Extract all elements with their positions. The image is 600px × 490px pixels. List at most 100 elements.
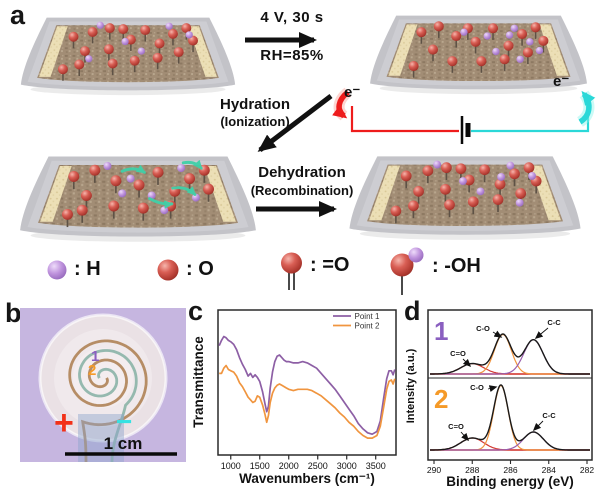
positive-wire [350, 106, 459, 133]
oxygen-sphere [167, 28, 178, 39]
condition-voltage-time: 4 V, 30 s [260, 9, 324, 26]
hydrogen-sphere [118, 189, 127, 198]
annotation-arrow [534, 327, 549, 339]
hydrogen-sphere [483, 32, 491, 40]
condition-humidity: RH=85% [260, 47, 324, 64]
oxygen-sphere [118, 24, 129, 35]
envelope-curve [430, 333, 590, 375]
x-tick-label: 3500 [366, 461, 386, 471]
ion-motion-arrow [171, 186, 197, 196]
x-tick-label: 282 [580, 465, 594, 475]
x-axis-title: Binding energy (eV) [446, 474, 574, 489]
legend-item-hydrogen: : H [44, 256, 101, 288]
legend-item-hydroxyl: : -OH [386, 246, 481, 298]
x-tick-label: 288 [465, 465, 479, 475]
oxygen-sphere [181, 23, 192, 34]
device-hydration-illustration [20, 156, 256, 242]
measurement-point-2: 2 [88, 362, 97, 379]
annotation-arrow [462, 358, 472, 368]
scale-bar-label: 1 cm [103, 434, 143, 453]
oxygen-sphere [440, 183, 451, 195]
x-tick-label: 284 [542, 465, 556, 475]
oxygen-sphere [427, 44, 439, 55]
peak-annotation-c=o: C=O [450, 349, 466, 358]
oxygen-sphere [522, 47, 533, 58]
oxygen-sphere [173, 47, 184, 58]
legend-label: : H [74, 258, 101, 280]
double-bond-oxygen-icon [281, 252, 302, 290]
subpanel-label: 2 [434, 384, 448, 414]
oxygen-sphere [422, 165, 434, 177]
oxygen-sphere-icon [157, 259, 179, 281]
oxygen-sphere [444, 199, 455, 211]
legend-label: : =O [310, 254, 350, 276]
oxygen-sphere [470, 36, 481, 47]
oxygen-sphere [79, 46, 90, 57]
y-axis-title: Transmittance [192, 336, 206, 428]
oxygen-sphere [441, 162, 452, 174]
annotation-arrow [492, 330, 503, 338]
x-axis-title: Wavenumbers (cm⁻¹) [239, 471, 375, 486]
negative-wire [471, 100, 590, 133]
oxygen-sphere [451, 30, 462, 42]
peak-annotation-c-c: C-C [542, 411, 556, 420]
oxygen-sphere [494, 178, 506, 190]
oxygen-sphere [107, 58, 118, 69]
left-electrode [39, 26, 68, 77]
left-electrode [388, 24, 418, 76]
measurement-point-1: 1 [91, 348, 100, 365]
subpanel-label: 1 [434, 316, 448, 346]
x-tick-label: 290 [427, 465, 441, 475]
electron-flow-arrow-left [332, 89, 350, 119]
x-tick-label: 2000 [279, 461, 299, 471]
oxygen-sphere [433, 21, 444, 32]
hydrogen-sphere [137, 47, 146, 55]
oxygen-sphere [110, 175, 122, 187]
oxygen-sphere [184, 173, 196, 185]
hydrogen-sphere [492, 47, 500, 56]
oxygen-sphere [108, 200, 120, 212]
oxygen-sphere [413, 186, 424, 197]
oxygen-sphere [89, 164, 101, 176]
oxygen-sphere [509, 168, 520, 180]
annotation-arrow [460, 431, 469, 442]
hydrogen-sphere [460, 28, 468, 36]
oxygen-sphere [80, 190, 92, 201]
panel-b-label: b [5, 298, 22, 328]
spectrum-curve-point-2 [219, 364, 396, 439]
dehydration-arrow [256, 201, 337, 217]
condition-arrow [245, 32, 317, 48]
hydrogen-sphere [459, 177, 467, 185]
peak-annotation-c=o: C=O [448, 422, 464, 431]
hydrogen-sphere [526, 38, 534, 46]
oxygen-sphere [154, 38, 165, 49]
oxygen-sphere [57, 64, 68, 75]
oxygen-sphere [467, 196, 479, 208]
spiral-electrode-copper [68, 339, 148, 462]
negative-electrode-sign: − [116, 406, 133, 437]
oxygen-sphere [487, 23, 499, 34]
legend-label: : -OH [432, 255, 481, 277]
x-tick-label: 3000 [337, 461, 357, 471]
oxygen-sphere [140, 25, 151, 36]
hydrogen-sphere [497, 173, 506, 181]
diagonal-arrow [257, 94, 333, 152]
plot-frame [427, 309, 593, 461]
hydrogen-sphere [505, 31, 514, 39]
hydrogen-sphere [510, 24, 519, 32]
y-axis-title: Intensity (a.u.) [406, 348, 417, 423]
hydrogen-sphere [160, 206, 169, 215]
oxygen-sphere [390, 205, 402, 217]
peak-annotation-c-c: C-C [547, 318, 561, 327]
hydrogen-sphere [476, 187, 485, 196]
hydrogen-sphere [165, 22, 173, 30]
annotation-arrow [532, 420, 544, 432]
device-dehydration-illustration [349, 156, 581, 240]
ion-motion-arrow [148, 197, 174, 209]
hydration-arrow [257, 94, 333, 152]
hydrogen-sphere [96, 21, 104, 29]
external-circuit [332, 87, 596, 144]
legend-item-double-bond-oxygen: : =O [278, 250, 349, 296]
hydrogen-sphere [185, 31, 193, 39]
oxygen-sphere [152, 52, 163, 63]
